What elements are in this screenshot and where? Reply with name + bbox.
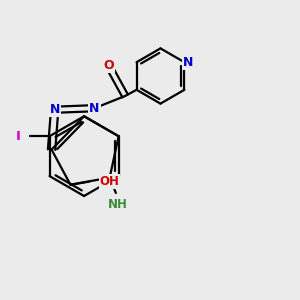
Text: N: N [89, 102, 100, 115]
Text: N: N [183, 56, 193, 69]
Text: N: N [50, 103, 60, 116]
Text: I: I [16, 130, 20, 143]
Text: O: O [103, 59, 114, 72]
Text: OH: OH [100, 175, 119, 188]
Text: NH: NH [107, 198, 127, 211]
